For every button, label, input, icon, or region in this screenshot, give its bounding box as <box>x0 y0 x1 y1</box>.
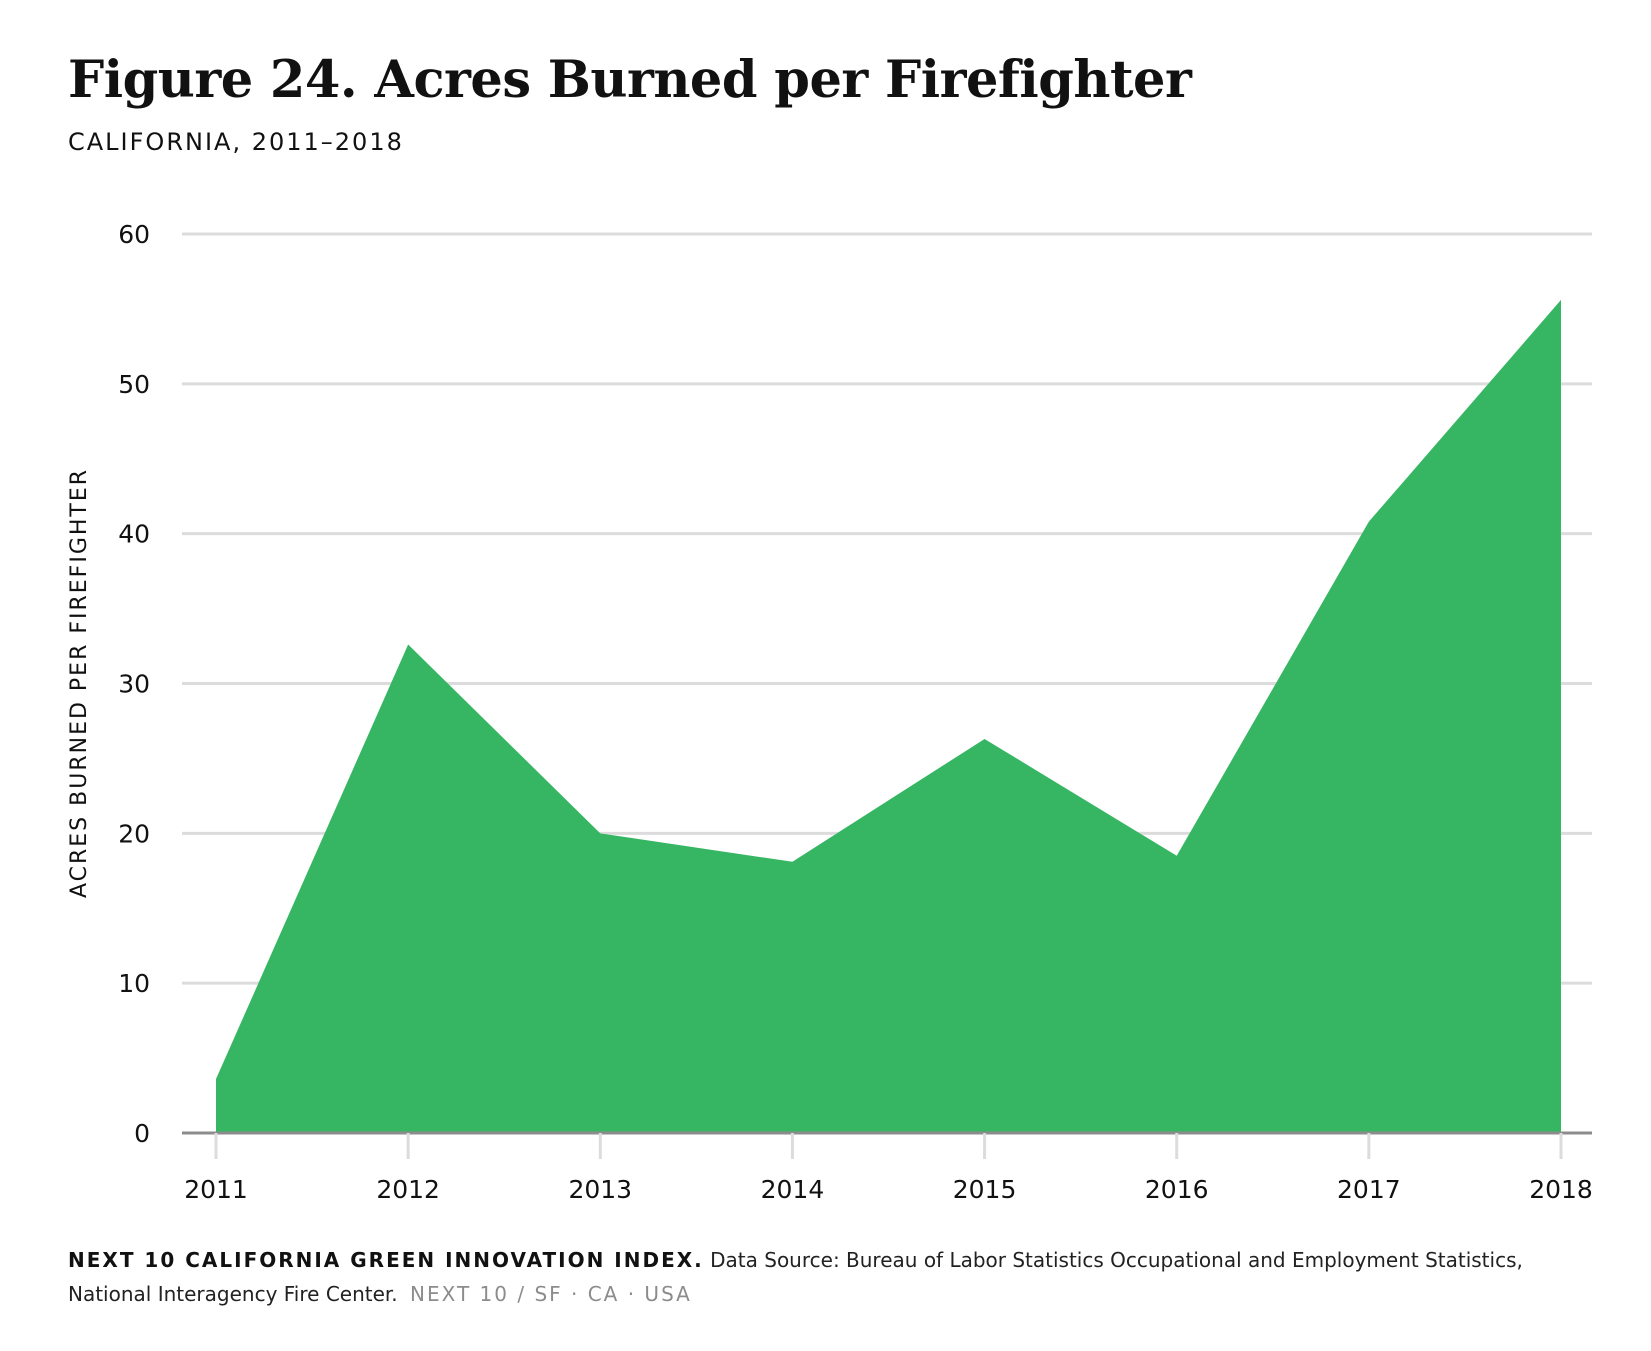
y-tick-label: 30 <box>118 670 150 699</box>
footer-organization: NEXT 10 CALIFORNIA GREEN INNOVATION INDE… <box>68 1248 704 1272</box>
axis-labels: 0 10 20 30 40 50 60 2011 2012 2013 2014 2015 2016 201… <box>67 220 1593 1204</box>
area-series <box>216 299 1561 1134</box>
x-tick-label: 2012 <box>376 1175 440 1204</box>
area-series-fill <box>216 299 1561 1134</box>
y-tick-label: 20 <box>118 819 150 848</box>
y-axis-title: ACRES BURNED PER FIREFIGHTER <box>67 468 92 898</box>
axes <box>182 1131 1592 1159</box>
footer-source-note: NEXT 10 CALIFORNIA GREEN INNOVATION INDE… <box>68 1243 1608 1311</box>
footer-signature: NEXT 10 / SF · CA · USA <box>410 1282 692 1306</box>
y-tick-label: 60 <box>118 220 150 249</box>
y-tick-label: 0 <box>134 1119 150 1148</box>
x-tick-label: 2014 <box>761 1175 825 1204</box>
footer-source: Data Source: Bureau of Labor Statistics … <box>68 1248 1523 1306</box>
x-tick-label: 2016 <box>1145 1175 1209 1204</box>
y-tick-label: 10 <box>118 969 150 998</box>
chart-title: Figure 24. Acres Burned per Firefighter <box>68 50 1192 110</box>
y-tick-label: 50 <box>118 370 150 399</box>
x-tick-label: 2013 <box>568 1175 632 1204</box>
x-tick-label: 2011 <box>184 1175 248 1204</box>
x-tick-label: 2017 <box>1337 1175 1401 1204</box>
y-tick-label: 40 <box>118 520 150 549</box>
chart-subtitle: CALIFORNIA, 2011–2018 <box>68 128 404 156</box>
x-tick-label: 2018 <box>1529 1175 1593 1204</box>
x-tick-label: 2015 <box>953 1175 1017 1204</box>
